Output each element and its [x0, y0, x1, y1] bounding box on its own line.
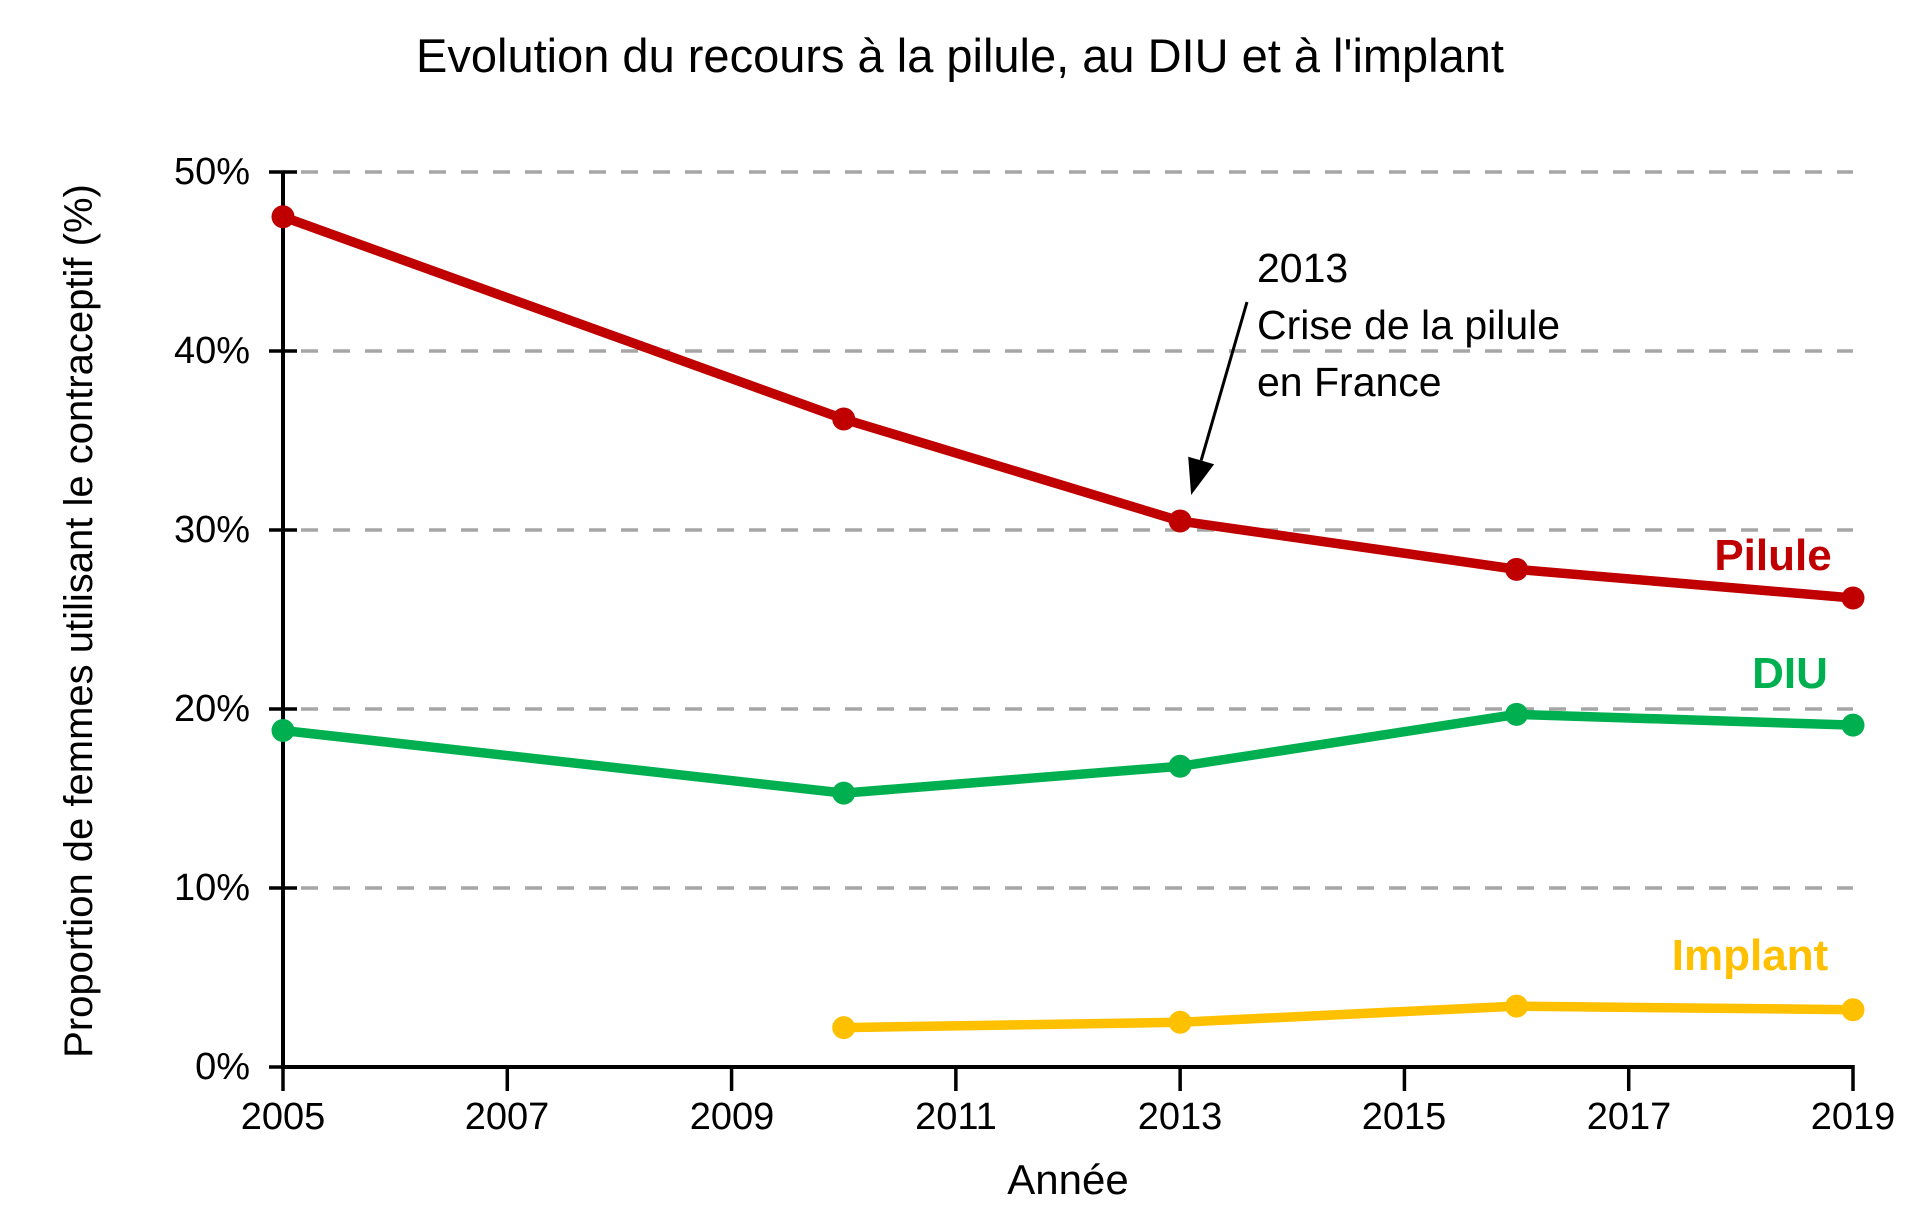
- data-point-pilule: [1505, 557, 1529, 581]
- x-tick-label: 2009: [689, 1096, 775, 1138]
- series-line-implant: [838, 1001, 1858, 1033]
- series-line-diu: [278, 709, 1858, 798]
- data-point-implant: [1841, 998, 1865, 1022]
- annotation-2013-crise: 2013 Crise de la pilule en France: [1257, 240, 1560, 411]
- series-label-diu: DIU: [1752, 649, 1828, 698]
- y-tick-label: 30%: [173, 509, 250, 551]
- annotation-arrowhead-icon: [1188, 456, 1215, 496]
- data-point-diu: [1168, 754, 1192, 778]
- x-tick-label: 2015: [1361, 1096, 1447, 1138]
- y-tick-label: 20%: [173, 688, 250, 730]
- data-point-pilule: [1168, 509, 1192, 533]
- y-tick-label: 0%: [195, 1046, 250, 1088]
- x-tick-label: 2011: [915, 1096, 997, 1138]
- data-point-diu: [832, 781, 856, 805]
- series-line-pilule: [278, 212, 1858, 603]
- series-label-implant: Implant: [1671, 931, 1829, 980]
- data-point-pilule: [271, 205, 295, 229]
- x-tick-label: 2017: [1586, 1096, 1672, 1138]
- chart-title: Evolution du recours à la pilule, au DIU…: [416, 29, 1504, 82]
- x-tick-label: 2013: [1137, 1096, 1223, 1138]
- data-point-implant: [1168, 1010, 1192, 1034]
- y-tick-label: 50%: [173, 151, 250, 193]
- y-tick-label: 40%: [173, 330, 250, 372]
- data-point-pilule: [1841, 586, 1865, 610]
- annotation-line: en France: [1257, 359, 1442, 405]
- data-point-diu: [271, 718, 295, 742]
- y-axis-title: Proportion de femmes utilisant le contra…: [57, 184, 101, 1058]
- data-point-diu: [1841, 713, 1865, 737]
- x-tick-label: 2019: [1810, 1096, 1896, 1138]
- x-tick-label: 2007: [464, 1096, 550, 1138]
- data-point-diu: [1505, 702, 1529, 726]
- annotation-line: Crise de la pilule: [1257, 302, 1561, 348]
- annotation-arrow-line: [1199, 301, 1249, 461]
- y-tick-label: 10%: [173, 867, 250, 909]
- series-label-pilule: Pilule: [1714, 531, 1832, 580]
- data-point-implant: [832, 1016, 856, 1040]
- x-axis-title: Année: [1007, 1156, 1129, 1203]
- data-point-implant: [1505, 994, 1529, 1018]
- data-point-pilule: [832, 407, 856, 431]
- annotation-line: 2013: [1257, 245, 1349, 291]
- x-tick-label: 2005: [240, 1096, 326, 1138]
